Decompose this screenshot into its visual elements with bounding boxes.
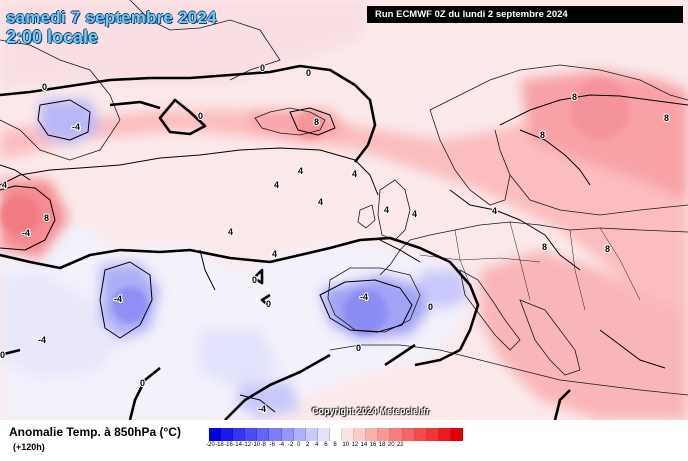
legend-swatch xyxy=(426,428,439,441)
contour-label: 4 xyxy=(228,227,233,237)
legend-swatch xyxy=(438,428,451,441)
legend-label: -14 xyxy=(233,442,242,448)
thin-contours xyxy=(0,94,688,413)
model-run-label: Run ECMWF 0Z du lundi 2 septembre 2024 xyxy=(367,6,683,23)
contour-label: 8 xyxy=(664,113,669,123)
legend-label: -8 xyxy=(260,442,266,448)
contour-label: 0 xyxy=(356,343,361,353)
contour-label: -4 xyxy=(22,228,30,238)
map-canvas: 0 0 0 0 0 0 0 0 0 0 4 4 4 4 4 4 4 4 4 4 … xyxy=(0,0,688,420)
variable-title: Anomalie Temp. à 850hPa (°C) xyxy=(9,425,181,439)
contour-label: 4 xyxy=(272,249,277,259)
legend-label: 8 xyxy=(333,442,337,448)
contour-label: 8 xyxy=(605,244,610,254)
contour-label: 0 xyxy=(266,299,271,309)
contour-label: 8 xyxy=(542,242,547,252)
contour-label: -4 xyxy=(360,292,368,302)
legend-label: -10 xyxy=(251,442,261,448)
legend-swatch xyxy=(221,428,234,441)
contour-label: 4 xyxy=(412,209,417,219)
legend-swatch xyxy=(378,428,391,441)
legend-swatch xyxy=(342,428,355,441)
legend-swatches xyxy=(209,428,463,441)
contour-label: -4 xyxy=(38,335,46,345)
legend-swatch xyxy=(317,428,330,441)
legend-swatch xyxy=(329,428,343,441)
legend-label: -20 xyxy=(206,442,215,448)
contour-label: 0 xyxy=(428,302,433,312)
legend-label: 22 xyxy=(396,442,404,448)
contour-label: -4 xyxy=(72,122,80,132)
contour-label: 4 xyxy=(384,205,389,215)
legend-label: 0 xyxy=(296,442,301,448)
contour-label: 8 xyxy=(572,92,577,102)
legend-swatch xyxy=(209,428,222,441)
legend-label: -16 xyxy=(224,442,233,448)
contour-label: 8 xyxy=(314,117,319,127)
legend-swatch xyxy=(233,428,246,441)
contour-labels: 0 0 0 0 0 0 0 0 0 0 4 4 4 4 4 4 4 4 4 4 … xyxy=(0,62,670,415)
contour-label: 0 xyxy=(198,111,203,121)
legend-swatch xyxy=(390,428,403,441)
legend-label: -12 xyxy=(242,442,252,448)
contour-label: 4 xyxy=(298,166,303,176)
legend-label: 10 xyxy=(342,442,350,448)
contour-label: 4 xyxy=(492,206,497,216)
contour-label: 0 xyxy=(252,275,257,285)
anomaly-map: 0 0 0 0 0 0 0 0 0 0 4 4 4 4 4 4 4 4 4 4 … xyxy=(0,0,688,420)
legend-swatch xyxy=(450,428,463,441)
contour-label: 0 xyxy=(140,378,145,388)
contour-label: 0 xyxy=(42,82,47,92)
legend-label: 16 xyxy=(369,442,377,448)
contour-label: 0 xyxy=(0,350,5,360)
contour-label: 4 xyxy=(318,197,323,207)
contour-label: -4 xyxy=(258,404,266,414)
legend-label: 6 xyxy=(324,442,328,448)
anomaly-detail xyxy=(0,80,630,334)
legend-swatch xyxy=(414,428,427,441)
legend-swatch xyxy=(269,428,282,441)
zero-contours xyxy=(0,64,571,420)
legend-swatch xyxy=(305,428,318,441)
legend-label: -18 xyxy=(215,442,224,448)
contour-label: 8 xyxy=(44,213,49,223)
legend-label: -6 xyxy=(269,442,275,448)
legend-label: 12 xyxy=(351,442,359,448)
contour-label: -4 xyxy=(114,294,122,304)
legend-label: 20 xyxy=(387,442,395,448)
legend-swatch xyxy=(402,428,415,441)
contour-label: 4 xyxy=(352,169,357,179)
legend-label: 2 xyxy=(306,442,310,448)
contour-label: 4 xyxy=(274,180,279,190)
legend-label: -2 xyxy=(287,442,294,448)
legend-swatch xyxy=(293,428,306,441)
contour-label: 4 xyxy=(2,180,7,190)
legend-swatch xyxy=(257,428,270,441)
legend-label: 4 xyxy=(315,442,319,448)
legend-swatch xyxy=(245,428,258,441)
color-legend: -20 -18 -16 -14 -12 -10 -8 -6 -4 -2 0 2 4 6 8 10 12 14 16 1… xyxy=(206,428,463,448)
forecast-date: samedi 7 septembre 2024 xyxy=(6,8,217,27)
lead-time: (+120h) xyxy=(13,442,45,452)
contour-label: 0 xyxy=(260,63,265,73)
contour-label: 8 xyxy=(540,130,545,140)
legend-swatch xyxy=(281,428,294,441)
legend-swatch xyxy=(366,428,379,441)
legend-label: 18 xyxy=(378,442,386,448)
contour-label: 0 xyxy=(306,68,311,78)
legend-label: 14 xyxy=(360,442,368,448)
map-footer: Anomalie Temp. à 850hPa (°C) (+120h) -20… xyxy=(0,420,688,461)
legend-labels: -20 -18 -16 -14 -12 -10 -8 -6 -4 -2 0 2 4 6 8 10 12 14 16 1… xyxy=(206,442,463,448)
legend-label: -4 xyxy=(278,442,285,448)
copyright-text: Copyright 2024 Meteociel.fr xyxy=(312,406,430,416)
legend-swatch xyxy=(354,428,367,441)
forecast-time: 2:00 locale xyxy=(6,27,99,47)
